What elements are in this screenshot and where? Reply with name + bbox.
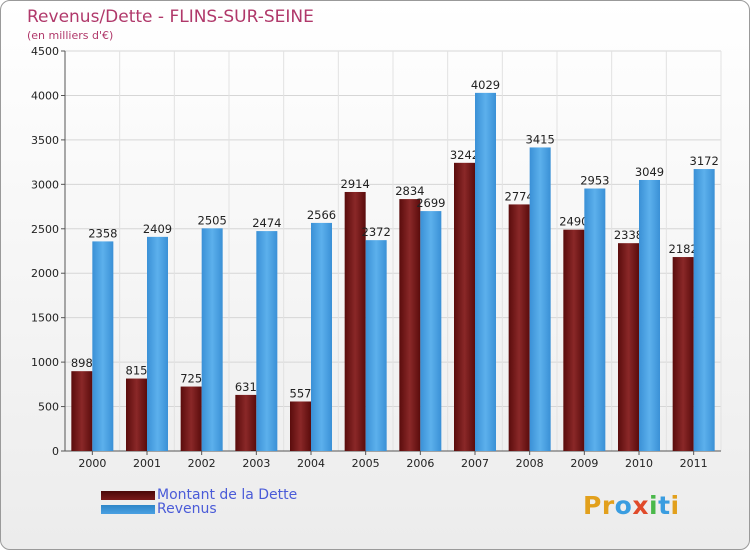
chart-title: Revenus/Dette - FLINS-SUR-SEINE [27, 7, 314, 27]
bar-dette [235, 394, 257, 451]
y-tick-label: 0 [52, 445, 59, 458]
legend-label-revenus: Revenus [157, 501, 217, 517]
y-tick-label: 1000 [31, 356, 59, 369]
bar-revenus [256, 231, 278, 451]
data-label-revenus: 2358 [88, 226, 117, 240]
data-label-dette: 2914 [341, 177, 370, 191]
x-tick-label: 2003 [242, 457, 270, 470]
bar-dette [344, 191, 366, 451]
logo-letter: i [649, 491, 659, 520]
x-tick-label: 2001 [133, 457, 161, 470]
y-tick-label: 4000 [31, 89, 59, 102]
data-label-dette: 2490 [559, 215, 588, 229]
legend-swatch-dette [101, 491, 155, 500]
logo-letter: P [583, 491, 602, 520]
data-label-dette: 2774 [505, 189, 534, 203]
data-label-revenus: 2699 [416, 196, 445, 210]
data-label-revenus: 2505 [198, 213, 227, 227]
x-tick-label: 2002 [188, 457, 216, 470]
bar-dette [71, 371, 93, 451]
bar-dette [563, 229, 585, 451]
logo-letter: t [658, 491, 671, 520]
y-tick-label: 2500 [31, 223, 59, 236]
bar-dette [672, 257, 694, 451]
data-label-dette: 725 [180, 372, 202, 386]
bar-dette [399, 199, 421, 451]
data-label-dette: 2182 [669, 242, 698, 256]
data-label-revenus: 2409 [143, 222, 172, 236]
bar-dette [180, 386, 202, 451]
data-label-dette: 2338 [614, 228, 643, 242]
bar-dette [454, 162, 475, 452]
y-tick-label: 3000 [31, 178, 59, 191]
bar-dette [126, 378, 147, 451]
data-label-revenus: 2566 [307, 208, 336, 222]
bar-revenus [529, 147, 551, 451]
y-tick-label: 4500 [31, 45, 59, 58]
bar-revenus [639, 179, 660, 451]
data-label-revenus: 2953 [580, 174, 609, 188]
legend-label-dette: Montant de la Dette [157, 487, 298, 503]
y-tick-label: 1500 [31, 312, 59, 325]
x-tick-label: 2010 [625, 457, 653, 470]
y-tick-label: 500 [38, 401, 59, 414]
legend-swatch-revenus [101, 505, 155, 514]
x-tick-label: 2006 [406, 457, 434, 470]
data-label-dette: 815 [126, 364, 148, 378]
x-tick-label: 2005 [352, 457, 380, 470]
y-tick-label: 2000 [31, 267, 59, 280]
bar-revenus [693, 169, 715, 452]
bar-revenus [420, 211, 442, 451]
logo-letter: r [601, 491, 615, 520]
logo-letter: i [670, 491, 680, 520]
x-tick-label: 2007 [461, 457, 489, 470]
x-tick-label: 2011 [680, 457, 708, 470]
data-label-revenus: 4029 [471, 78, 500, 92]
data-label-dette: 631 [235, 380, 257, 394]
bar-dette [618, 243, 639, 451]
bar-dette [290, 401, 311, 451]
data-label-revenus: 2372 [362, 225, 391, 239]
data-label-revenus: 3172 [690, 154, 719, 168]
data-label-dette: 2834 [395, 184, 424, 198]
data-label-dette: 3242 [450, 148, 479, 162]
y-tick-label: 3500 [31, 134, 59, 147]
data-label-revenus: 2474 [252, 216, 281, 230]
x-tick-label: 2004 [297, 457, 325, 470]
chart-subtitle: (en milliers d'€) [27, 29, 114, 42]
x-tick-label: 2009 [570, 457, 598, 470]
logo-letter: o [614, 491, 633, 520]
x-tick-label: 2000 [78, 457, 106, 470]
data-label-dette: 557 [290, 386, 312, 400]
bar-revenus [311, 222, 332, 451]
data-label-revenus: 3049 [635, 165, 664, 179]
logo-letter: x [632, 491, 649, 520]
bar-revenus [584, 188, 606, 451]
bar-revenus [365, 240, 387, 451]
data-label-dette: 898 [71, 356, 93, 370]
data-label-revenus: 3415 [526, 132, 555, 146]
bar-revenus [147, 236, 168, 451]
bar-revenus [92, 241, 114, 451]
bar-revenus [475, 92, 496, 451]
bar-revenus [201, 228, 223, 451]
x-tick-label: 2008 [516, 457, 544, 470]
bar-dette [508, 204, 530, 451]
proxiti-logo: Proxiti [583, 491, 680, 520]
